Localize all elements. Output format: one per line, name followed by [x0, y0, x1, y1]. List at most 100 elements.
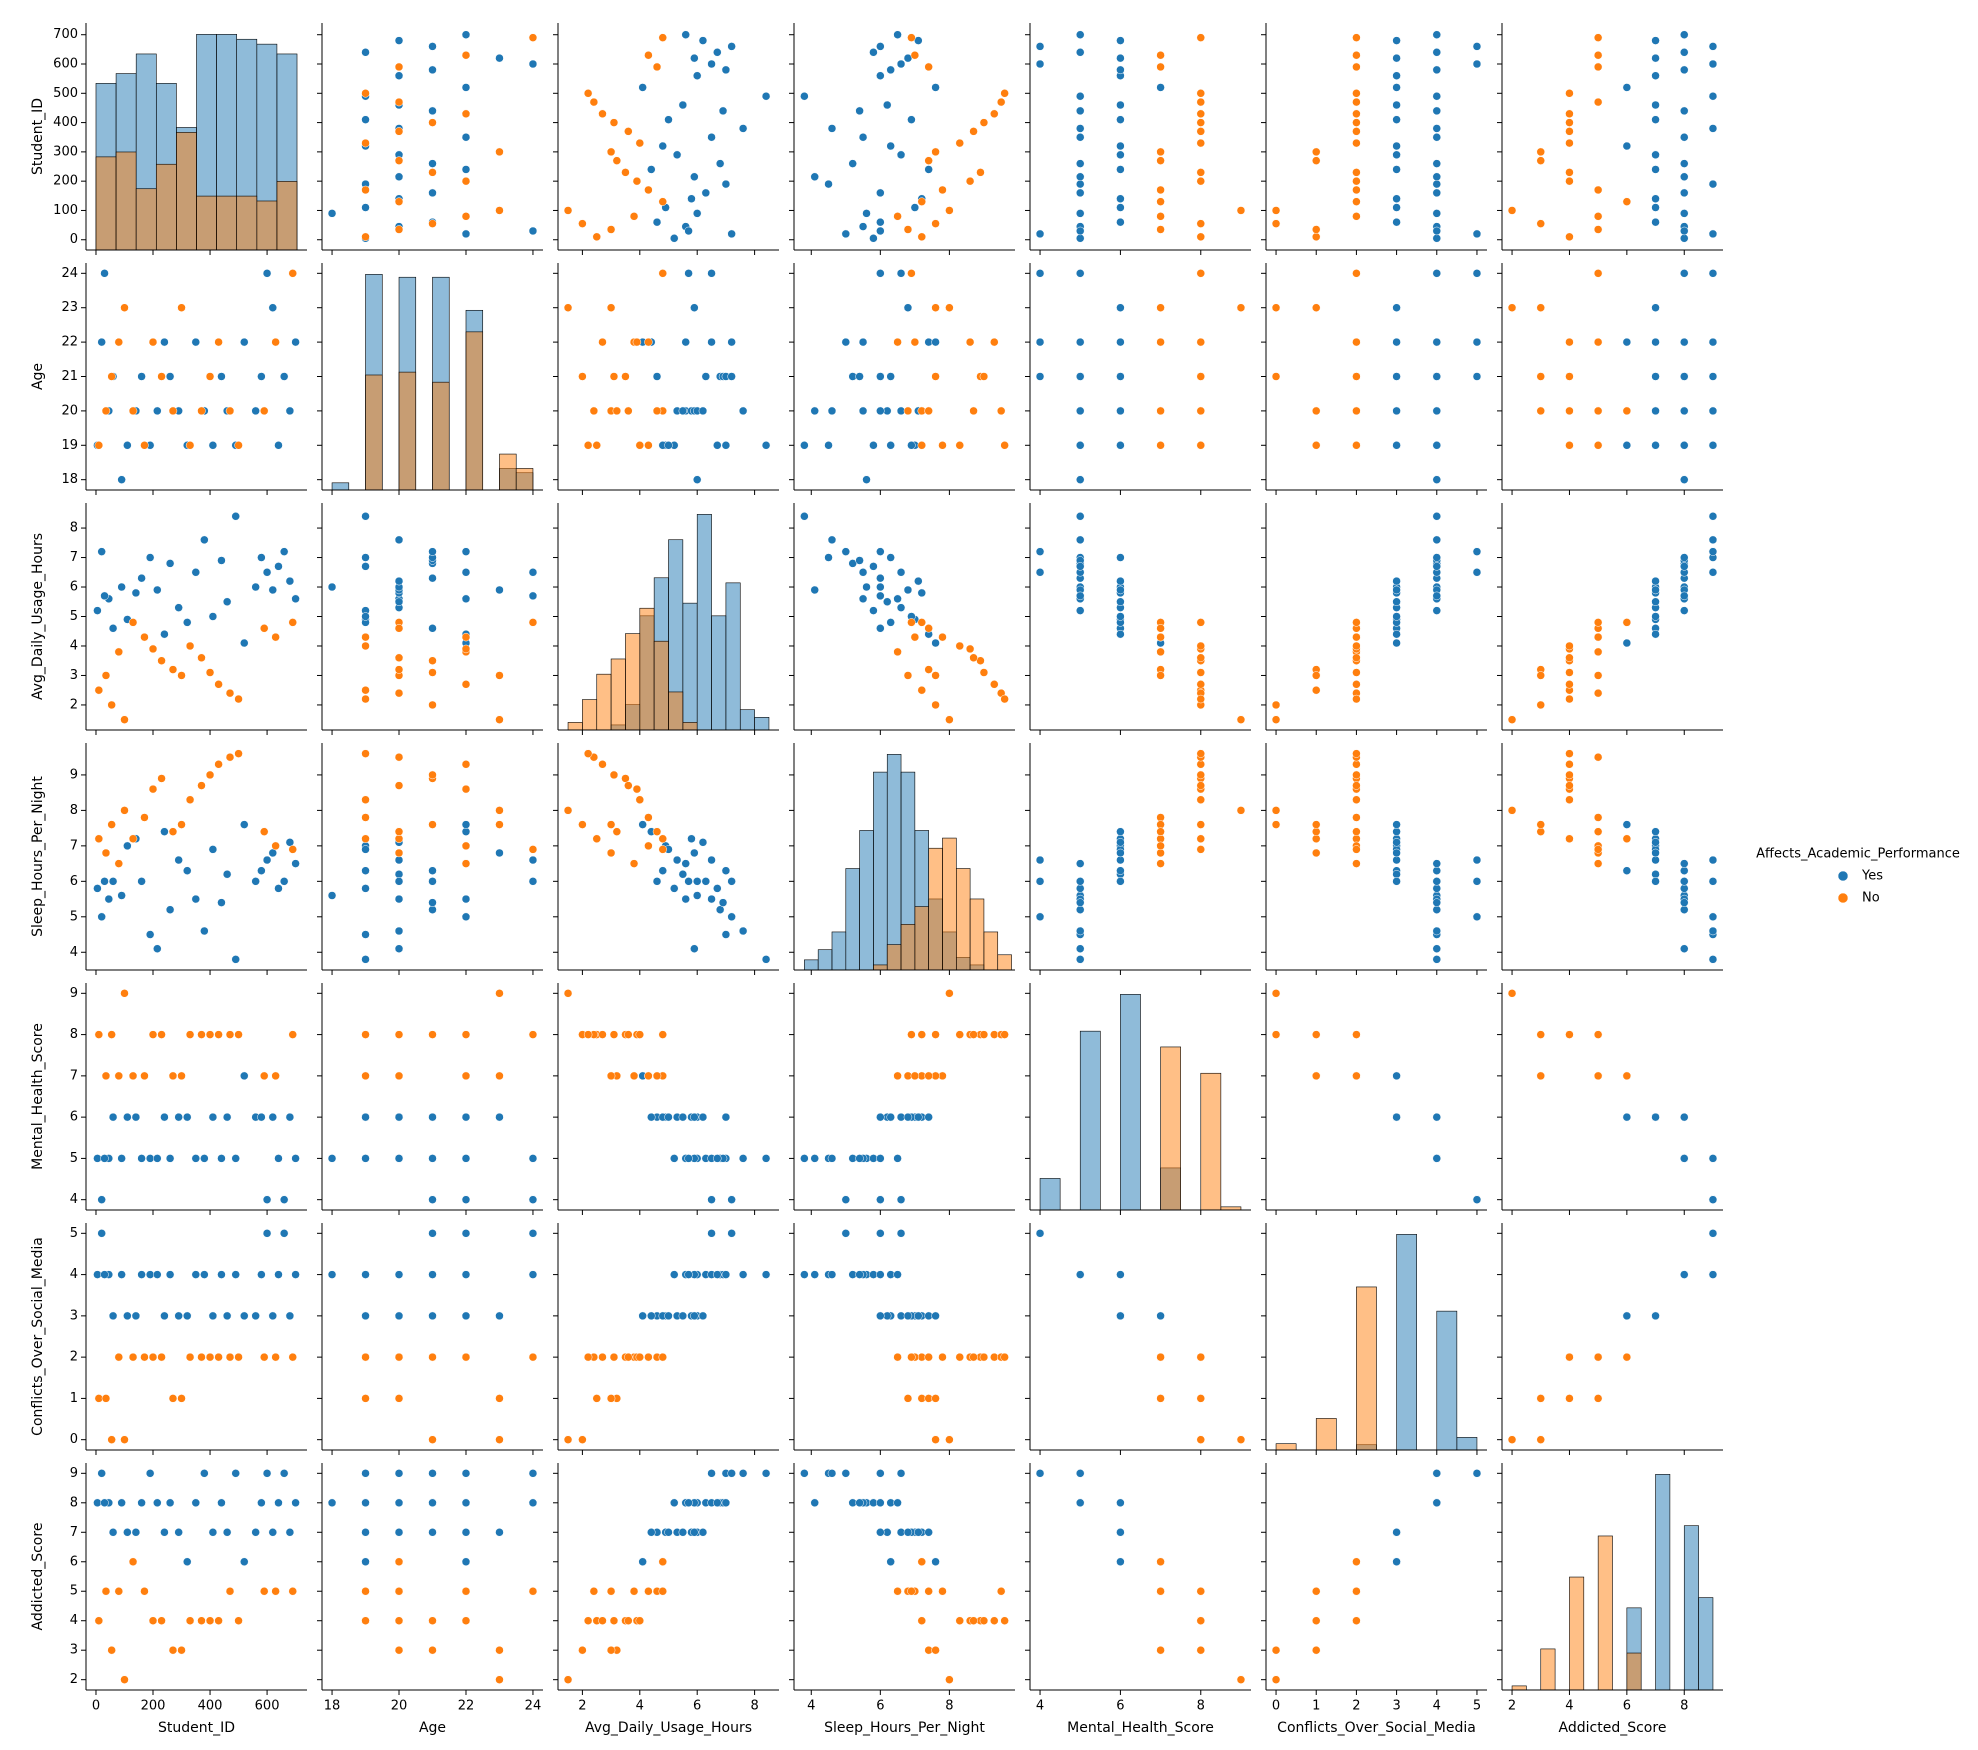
scatter-point [93, 606, 102, 615]
scatter-point [609, 118, 619, 127]
scatter-point [652, 217, 662, 227]
scatter-point [632, 176, 642, 186]
scatter-point [1271, 700, 1281, 710]
scatter-point [291, 859, 300, 868]
scatter-point [1392, 115, 1401, 124]
scatter-point [1035, 42, 1045, 51]
scatter-point [718, 898, 728, 907]
scatter-point [690, 1112, 699, 1122]
scatter-point [1311, 820, 1321, 829]
scatter-point [528, 877, 538, 886]
scatter-point [361, 1557, 370, 1567]
scatter-point [1271, 1675, 1281, 1684]
scatter-point [664, 115, 673, 124]
scatter-point [153, 1154, 162, 1163]
scatter-point [94, 834, 104, 844]
scatter-point [713, 884, 722, 893]
scatter-point [1536, 827, 1545, 836]
scatter-point [907, 33, 916, 42]
scatter-point [168, 1394, 178, 1403]
scatter-point [1392, 1528, 1401, 1537]
scatter-point [893, 1586, 902, 1596]
scatter-point [996, 406, 1006, 416]
scatter-point [361, 89, 370, 98]
scatter-point [279, 1469, 289, 1478]
scatter-point [824, 441, 833, 450]
scatter-point [428, 866, 437, 875]
scatter-point [938, 632, 947, 642]
scatter-point [903, 406, 913, 416]
scatter-point [428, 1154, 437, 1163]
scatter-point [678, 869, 688, 879]
scatter-point [1352, 406, 1361, 416]
legend-title: Affects_Academic_Performance [1756, 847, 1960, 862]
scatter-point [114, 1352, 124, 1362]
scatter-point [100, 1498, 109, 1508]
scatter-point [1651, 217, 1660, 227]
scatter-point [268, 1311, 278, 1321]
scatter-point [1311, 1030, 1321, 1039]
scatter-point [701, 877, 711, 886]
scatter-point [624, 406, 633, 416]
scatter-point [876, 71, 885, 80]
scatter-point [931, 1394, 940, 1403]
scatter-point [858, 568, 868, 577]
scatter-point [361, 1112, 370, 1122]
scatter-point [606, 820, 616, 829]
x-axis-label: Sleep_Hours_Per_Night [824, 1720, 985, 1736]
scatter-point [495, 1675, 504, 1684]
scatter-point [1565, 109, 1574, 119]
scatter-point [858, 337, 868, 347]
scatter-point [148, 1616, 158, 1625]
scatter-point [200, 1154, 209, 1163]
scatter-point [1196, 1352, 1206, 1362]
scatter-point [990, 1616, 999, 1625]
scatter-point [609, 1030, 619, 1039]
scatter-point [461, 1498, 471, 1508]
scatter-point [262, 1469, 272, 1478]
scatter-point [858, 594, 868, 604]
scatter-point [217, 556, 226, 565]
scatter-point [428, 656, 437, 665]
scatter-point [100, 591, 109, 601]
scatter-point [1565, 1352, 1574, 1362]
hist-bar [1356, 1286, 1377, 1451]
hist-bar [928, 847, 943, 971]
scatter-point [97, 547, 106, 556]
y-tick-label: 4 [70, 945, 78, 960]
scatter-point [217, 1498, 226, 1508]
scatter-point [690, 53, 699, 63]
scatter-point [495, 1112, 504, 1122]
scatter-point [288, 269, 297, 278]
scatter-point [1075, 188, 1085, 198]
y-tick-label: 1 [70, 1391, 78, 1406]
scatter-point [394, 1557, 404, 1567]
scatter-point [361, 685, 370, 695]
scatter-point [1507, 1435, 1517, 1444]
scatter-point [394, 156, 404, 165]
scatter-point [1593, 618, 1603, 627]
scatter-point [1116, 866, 1125, 875]
scatter-point [609, 1352, 619, 1362]
scatter-point [234, 1616, 243, 1625]
scatter-point [1565, 781, 1574, 790]
scatter-point [938, 1586, 947, 1596]
scatter-point [841, 547, 851, 556]
scatter-point [120, 1435, 129, 1444]
x-tick-label: 600 [255, 1699, 280, 1714]
scatter-point [461, 594, 471, 604]
hist-bar [1396, 1234, 1417, 1451]
scatter-point [1352, 50, 1361, 60]
scatter-point [1622, 197, 1632, 206]
scatter-point [1472, 269, 1482, 278]
scatter-point [635, 1616, 645, 1625]
scatter-point [1680, 944, 1689, 953]
scatter-point [1271, 820, 1281, 829]
hist-bar [1436, 1310, 1458, 1451]
scatter-point [761, 955, 771, 964]
scatter-point [1075, 606, 1085, 615]
y-tick-label: 9 [70, 1466, 78, 1481]
scatter-point [1536, 156, 1545, 165]
scatter-point [101, 671, 111, 680]
scatter-point [1196, 118, 1206, 127]
